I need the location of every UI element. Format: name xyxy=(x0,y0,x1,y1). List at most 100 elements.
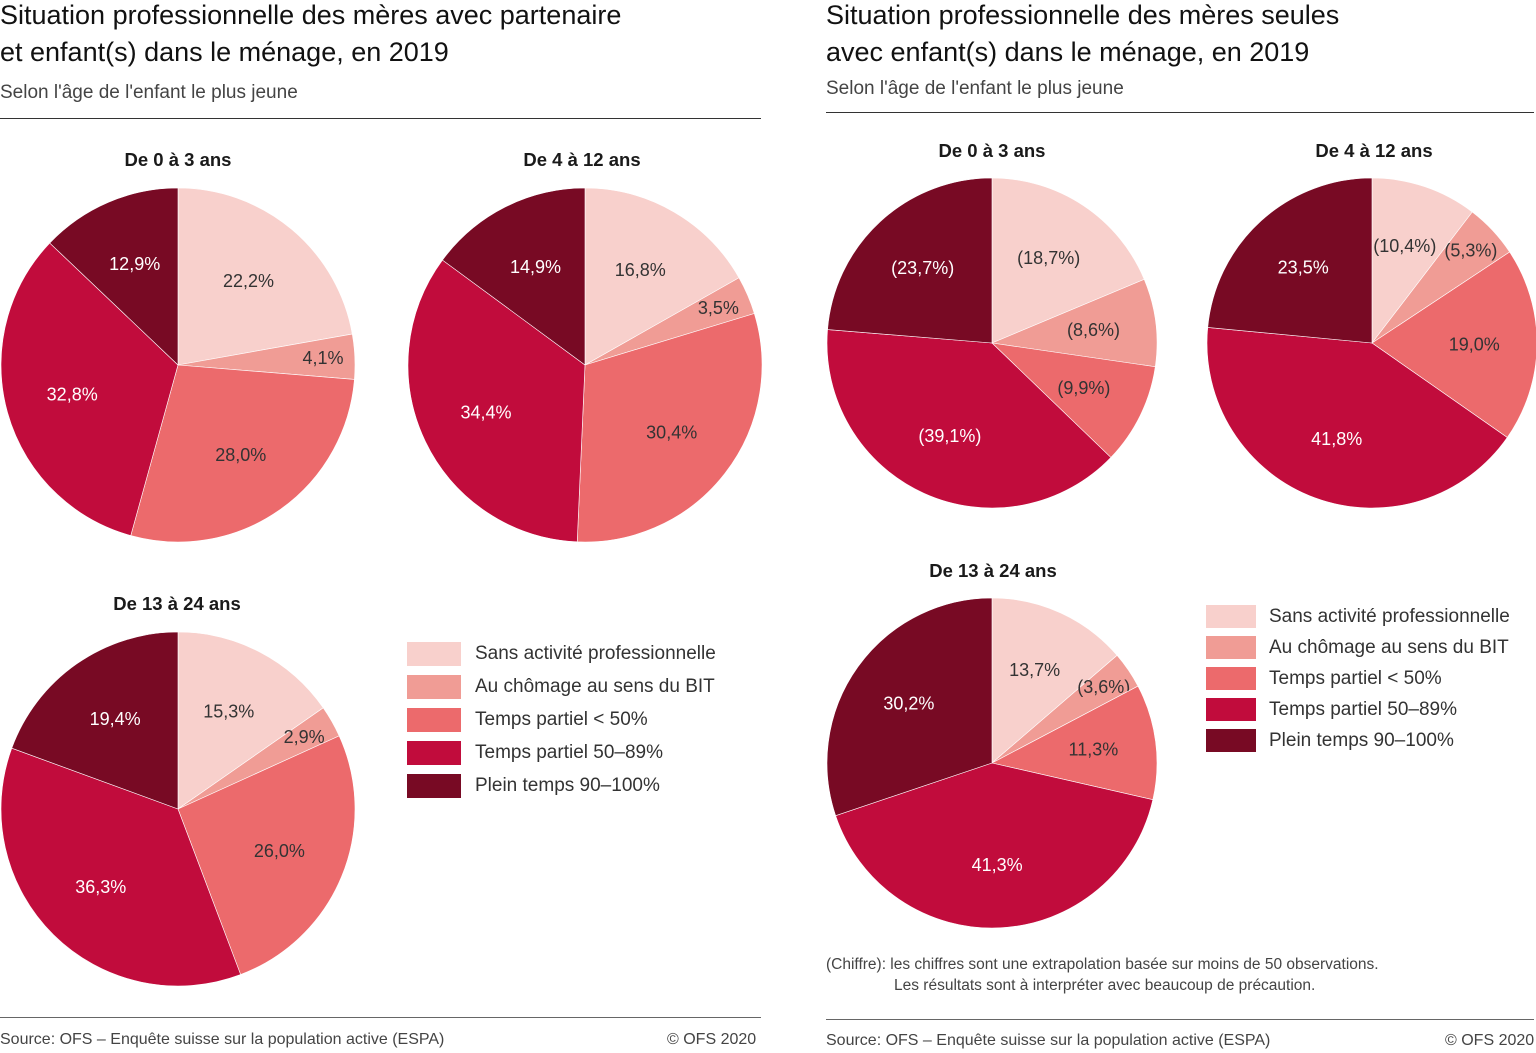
right-footer-divider xyxy=(826,1019,1534,1020)
pie-title: De 13 à 24 ans xyxy=(113,593,241,614)
slice-label: 22,2% xyxy=(223,271,274,291)
slice-label: 15,3% xyxy=(203,702,254,722)
right-title-line2: avec enfant(s) dans le ménage, en 2019 xyxy=(826,37,1310,67)
legend-label: Temps partiel 50–89% xyxy=(1269,698,1457,720)
left-footer-divider xyxy=(0,1017,761,1018)
pie-slice xyxy=(0,747,242,987)
legend-label: Au chômage au sens du BIT xyxy=(1269,636,1509,658)
pie-slice xyxy=(990,278,1158,368)
slice-label: 19,4% xyxy=(90,709,141,729)
pie-slice xyxy=(177,631,324,810)
legend-label: Plein temps 90–100% xyxy=(1269,729,1454,751)
slice-label: (23,7%) xyxy=(891,258,954,278)
slice-label: 30,2% xyxy=(883,693,934,713)
left-title-line1: Situation professionnelle des mères avec… xyxy=(0,0,622,30)
slice-label: 4,1% xyxy=(302,348,343,368)
footnote-line2: Les résultats sont à interpréter avec be… xyxy=(894,977,1316,994)
slice-label: 19,0% xyxy=(1449,334,1500,354)
legend-swatch xyxy=(1206,698,1256,721)
legend-label: Au chômage au sens du BIT xyxy=(475,675,715,697)
left-header-divider xyxy=(0,118,761,119)
pie-slice xyxy=(584,187,740,366)
pie-slice xyxy=(991,685,1158,801)
legend-swatch xyxy=(407,707,461,732)
footnote: (Chiffre): les chiffres sont une extrapo… xyxy=(826,954,1379,996)
legend-swatch xyxy=(1206,636,1256,659)
legend-label: Temps partiel 50–89% xyxy=(475,741,663,763)
legend-label: Temps partiel < 50% xyxy=(1269,667,1442,689)
pie-slice xyxy=(826,597,993,817)
slice-label: 41,8% xyxy=(1311,429,1362,449)
slice-label: (8,6%) xyxy=(1067,320,1120,340)
legend-label: Sans activité professionnelle xyxy=(475,642,716,664)
legend-label: Plein temps 90–100% xyxy=(475,774,660,796)
slice-label: 26,0% xyxy=(254,841,305,861)
slice-label: (5,3%) xyxy=(1444,241,1497,261)
slice-label: 3,5% xyxy=(698,298,739,318)
slice-label: 13,7% xyxy=(1009,660,1060,680)
pie-slice xyxy=(177,735,356,975)
legend-item: Temps partiel < 50% xyxy=(1206,663,1510,694)
legend-item: Temps partiel 50–89% xyxy=(407,736,716,769)
legend-swatch xyxy=(1206,667,1256,690)
pie-slice xyxy=(827,177,993,344)
legend-item: Sans activité professionnelle xyxy=(1206,601,1510,632)
slice-label: 28,0% xyxy=(215,445,266,465)
legend-item: Au chômage au sens du BIT xyxy=(1206,632,1510,663)
slice-label: 41,3% xyxy=(972,855,1023,875)
slice-label: (39,1%) xyxy=(918,426,981,446)
slice-label: 34,4% xyxy=(460,402,511,422)
pie-chart: De 4 à 12 ans (10,4%) (5,3%) 19,0% 41,8% 23,5… xyxy=(1206,140,1536,509)
legend-label: Sans activité professionnelle xyxy=(1269,605,1510,627)
pie-title: De 4 à 12 ans xyxy=(523,149,640,170)
legend-item: Temps partiel 50–89% xyxy=(1206,694,1510,725)
pie-slice xyxy=(991,177,1145,344)
left-source: Source: OFS – Enquête suisse sur la popu… xyxy=(0,1031,445,1048)
legend-item: Sans activité professionnelle xyxy=(407,637,716,670)
pie-slice xyxy=(130,364,355,543)
legend-item: Temps partiel < 50% xyxy=(407,703,716,736)
pie-slice xyxy=(991,597,1118,764)
legend-label: Temps partiel < 50% xyxy=(475,708,648,730)
pie-slice xyxy=(991,342,1156,458)
left-panel-subtitle: Selon l'âge de l'enfant le plus jeune xyxy=(0,82,298,103)
pie-title: De 4 à 12 ans xyxy=(1315,140,1432,161)
footnote-line1: (Chiffre): les chiffres sont une extrapo… xyxy=(826,956,1379,973)
right-panel-subtitle: Selon l'âge de l'enfant le plus jeune xyxy=(826,78,1124,99)
slice-label: (3,6%) xyxy=(1077,677,1130,697)
pie-title: De 0 à 3 ans xyxy=(939,140,1046,161)
pie-slice xyxy=(49,187,179,366)
right-panel-title: Situation professionnelle des mères seul… xyxy=(826,0,1339,71)
pie-slice xyxy=(1207,177,1373,344)
right-title-line1: Situation professionnelle des mères seul… xyxy=(826,0,1340,30)
pie-slice xyxy=(1371,177,1473,344)
left-legend: Sans activité professionnelle Au chômage… xyxy=(407,637,716,802)
legend-swatch xyxy=(407,773,461,798)
pie-chart: De 0 à 3 ans (18,7%) (8,6%) (9,9%) (39,1%) (2… xyxy=(826,140,1158,509)
pie-slice xyxy=(407,259,586,543)
slice-label: 32,8% xyxy=(47,384,98,404)
pie-slice xyxy=(1206,327,1508,509)
slice-label: 30,4% xyxy=(646,422,697,442)
pie-chart: De 13 à 24 ans 13,7% (3,6%) 11,3% 41,3% 30,2% xyxy=(826,560,1158,929)
slice-label: 2,9% xyxy=(284,727,325,747)
legend-item: Plein temps 90–100% xyxy=(407,769,716,802)
pie-slice xyxy=(826,329,1112,509)
right-header-divider xyxy=(826,112,1534,113)
left-title-line2: et enfant(s) dans le ménage, en 2019 xyxy=(0,37,449,67)
legend-swatch xyxy=(407,740,461,765)
right-source: Source: OFS – Enquête suisse sur la popu… xyxy=(826,1032,1271,1049)
pie-slice xyxy=(11,631,179,810)
pie-chart: De 13 à 24 ans 15,3% 2,9% 26,0% 36,3% 19,4% xyxy=(0,593,356,987)
slice-label: 36,3% xyxy=(75,877,126,897)
legend-item: Plein temps 90–100% xyxy=(1206,725,1510,756)
pie-chart: De 4 à 12 ans 16,8% 3,5% 30,4% 34,4% 14,9% xyxy=(407,149,763,543)
slice-label: 14,9% xyxy=(510,257,561,277)
slice-label: (10,4%) xyxy=(1373,236,1436,256)
slice-label: (18,7%) xyxy=(1017,248,1080,268)
pie-slice xyxy=(1371,251,1536,438)
left-copyright: © OFS 2020 xyxy=(667,1031,757,1048)
pie-title: De 13 à 24 ans xyxy=(929,560,1057,581)
slice-label: 11,3% xyxy=(1069,740,1119,760)
